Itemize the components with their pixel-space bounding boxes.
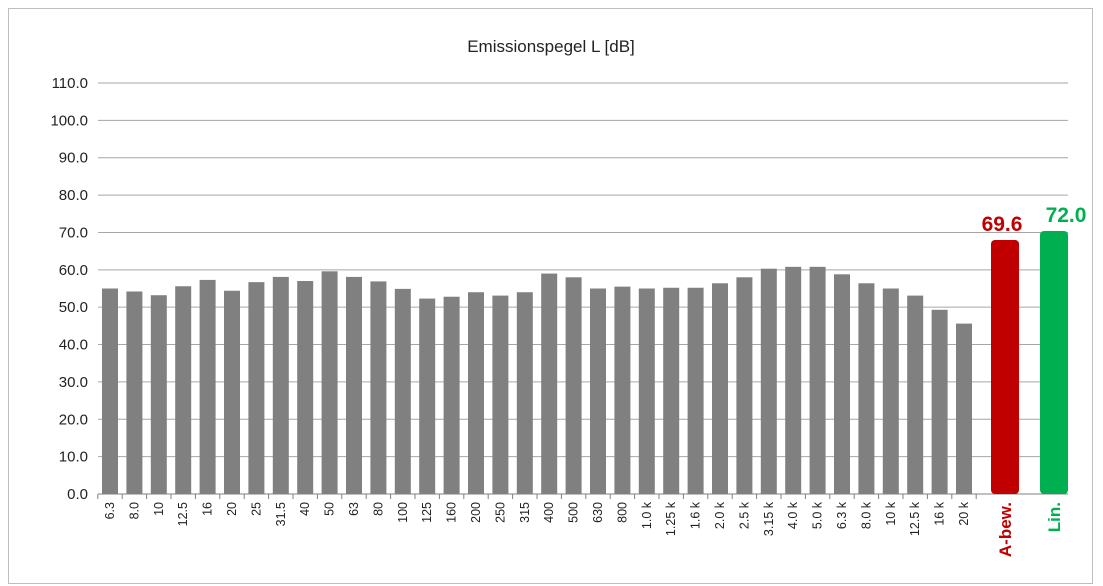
bars <box>102 266 972 494</box>
summary-value-label: 72.0 <box>1046 204 1087 227</box>
x-tick-label: 200 <box>469 502 483 523</box>
summary-bars: 69.6 A-bew. 72.0 Lin. <box>982 204 1087 557</box>
bar <box>663 287 680 494</box>
x-tick-label: 4.0 k <box>786 501 800 529</box>
bar <box>492 295 509 494</box>
y-tick-label: 30.0 <box>59 374 88 391</box>
bar <box>516 292 533 494</box>
x-tick-label: 31.5 <box>274 502 288 526</box>
bar <box>590 288 606 494</box>
bar <box>175 286 192 494</box>
x-tick-label: 20 <box>225 502 239 516</box>
x-tick-label: 2.5 k <box>737 501 751 529</box>
bar <box>126 291 143 494</box>
bar <box>150 295 167 494</box>
bar <box>199 279 216 494</box>
y-tick-label: 100.0 <box>50 112 88 129</box>
y-tick-label: 70.0 <box>59 224 88 241</box>
bar <box>224 290 240 494</box>
summary-bar <box>1040 230 1068 494</box>
bar <box>346 276 362 494</box>
bar <box>785 266 802 494</box>
y-tick-label: 90.0 <box>59 150 88 167</box>
x-tick-label: 80 <box>371 502 385 516</box>
bar <box>882 288 899 494</box>
x-tick-label: 25 <box>249 502 263 516</box>
bar <box>297 281 314 494</box>
x-tick-label: 10 <box>152 502 166 516</box>
bar <box>248 282 265 494</box>
bar <box>565 277 582 494</box>
x-tick-label: 160 <box>445 502 459 523</box>
x-tick-label: 20 k <box>957 501 971 525</box>
y-tick-label: 50.0 <box>59 299 88 316</box>
bar <box>736 277 753 494</box>
y-tick-label: 0.0 <box>67 486 88 503</box>
bar <box>712 283 728 494</box>
bar <box>394 288 411 494</box>
x-tick-label: 50 <box>323 502 337 516</box>
bar <box>931 309 948 494</box>
x-tick-label: 16 k <box>933 501 947 525</box>
x-tick-label: 10 k <box>884 501 898 525</box>
x-tick-label: 2.0 k <box>713 501 727 529</box>
x-tick-label: 1.25 k <box>664 501 678 536</box>
x-tick-label: 100 <box>396 502 410 523</box>
x-tick-label: 500 <box>567 502 581 523</box>
bar <box>760 268 777 494</box>
bar <box>321 271 338 494</box>
x-axis: 6.3 8.0 10 12.5 16 20 25 31.5 40 50 63 80 100 125 160 2… <box>97 494 977 536</box>
x-tick-label: 12.5 <box>176 502 190 526</box>
bar <box>419 298 436 494</box>
x-tick-label: 16 <box>201 502 215 516</box>
x-tick-label: 630 <box>591 502 605 523</box>
y-tick-label: 40.0 <box>59 337 88 354</box>
bar <box>370 281 387 494</box>
bar <box>614 286 631 494</box>
x-tick-label: 800 <box>615 502 629 523</box>
x-tick-label: 8.0 <box>127 502 141 519</box>
y-tick-label: 110.0 <box>52 75 88 92</box>
bar <box>272 276 289 494</box>
x-tick-label: 8.0 k <box>859 501 873 529</box>
y-axis: 0.0 10.0 20.0 30.0 40.0 50.0 60.0 70.0 80.0 90.0 1… <box>50 75 88 503</box>
summary-category-label: A-bew. <box>996 502 1015 557</box>
summary-bar <box>991 239 1019 494</box>
x-tick-label: 1.0 k <box>640 501 654 529</box>
bar <box>468 292 484 494</box>
bar <box>858 283 875 494</box>
bar <box>834 274 850 494</box>
bar <box>638 288 655 494</box>
x-tick-label: 63 <box>347 502 361 516</box>
y-tick-label: 60.0 <box>59 262 88 279</box>
x-tick-label: 6.3 <box>103 502 117 519</box>
summary-category-label: Lin. <box>1045 502 1064 532</box>
x-tick-label: 12.5 k <box>908 501 922 536</box>
bar <box>687 287 704 494</box>
x-tick-label: 400 <box>542 502 556 523</box>
chart-title: Emissionspegel L [dB] <box>467 37 635 56</box>
x-tick-label: 1.6 k <box>689 501 703 529</box>
x-tick-label: 3.15 k <box>762 501 776 536</box>
y-tick-label: 10.0 <box>59 449 88 466</box>
x-tick-label: 125 <box>420 502 434 523</box>
bar <box>956 323 972 494</box>
x-tick-label: 6.3 k <box>835 501 849 529</box>
x-tick-label: 5.0 k <box>811 501 825 529</box>
x-tick-label: 40 <box>298 502 312 516</box>
summary-value-label: 69.6 <box>982 213 1023 236</box>
y-tick-label: 80.0 <box>59 187 88 204</box>
bar <box>809 266 826 494</box>
bar <box>102 288 118 494</box>
y-tick-label: 20.0 <box>59 411 88 428</box>
bar <box>907 295 924 494</box>
x-tick-label: 315 <box>518 502 532 523</box>
x-tick-label: 250 <box>493 502 507 523</box>
bar <box>443 296 460 494</box>
bar <box>541 273 558 494</box>
